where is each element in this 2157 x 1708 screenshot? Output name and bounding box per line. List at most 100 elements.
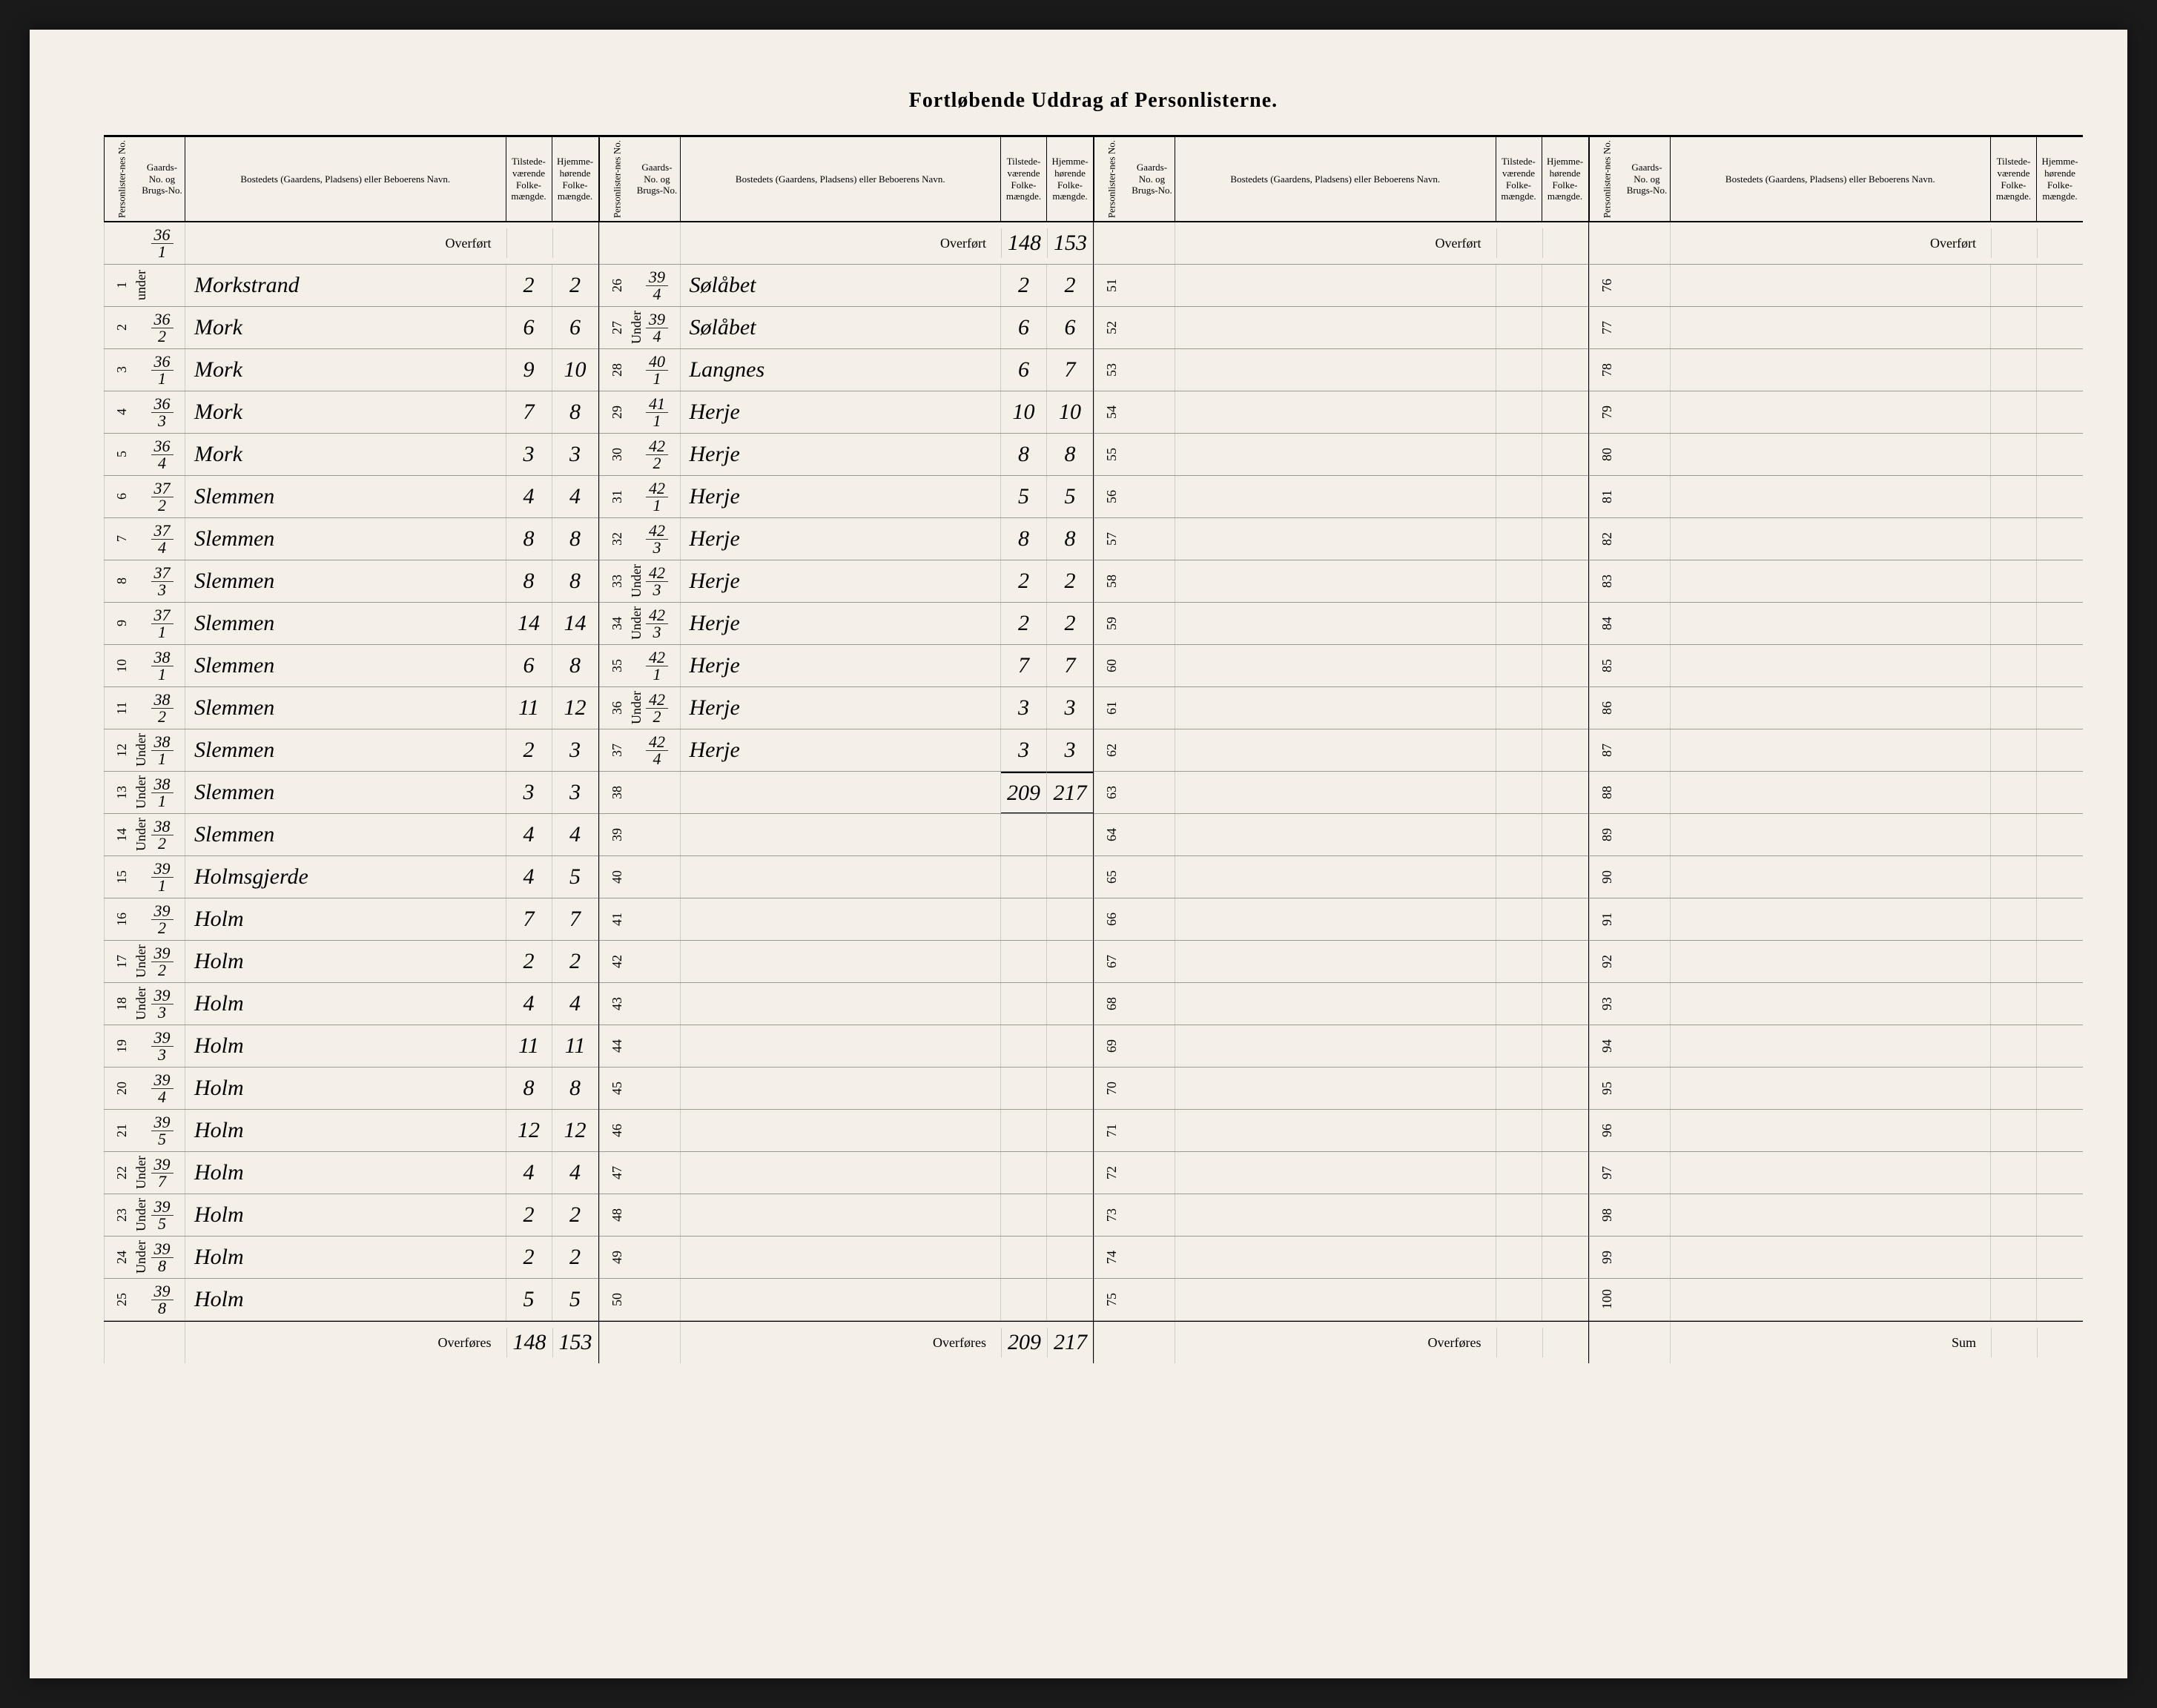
- table-row: 29 411 Herje 10 10: [599, 391, 1094, 434]
- tilstede-count: 3: [1001, 687, 1047, 729]
- tilstede-count: [1991, 856, 2037, 898]
- table-row: under1 Morkstrand 2 2: [104, 265, 598, 307]
- bosted-name: [1671, 265, 1992, 306]
- hjemme-count: [1047, 1237, 1093, 1278]
- table-row: 39: [599, 814, 1094, 856]
- gaards-no: 392: [139, 898, 185, 940]
- row-number: 62: [1094, 729, 1129, 771]
- tilstede-count: [1496, 898, 1542, 940]
- bosted-name: [681, 814, 1002, 855]
- row-number: 8: [104, 560, 139, 602]
- table-row: Under14 382 Slemmen 4 4: [104, 814, 598, 856]
- hdr-tilstede: Tilstede-værende Folke-mængde.: [506, 137, 552, 221]
- row-number: Under34: [599, 603, 635, 644]
- row-number: Under14: [104, 814, 139, 855]
- hjemme-count: [2037, 1152, 2083, 1194]
- table-row: 95: [1589, 1068, 2084, 1110]
- hjemme-count: 3: [1047, 687, 1093, 729]
- hdr-tilstede: Tilstede-værende Folke-mængde.: [1496, 137, 1542, 221]
- bosted-name: Herje: [681, 391, 1002, 433]
- row-number: 48: [599, 1194, 635, 1236]
- section-3: Personlister-nes No. Gaards-No. og Brugs…: [1094, 137, 1589, 1363]
- bosted-name: [1175, 1152, 1496, 1194]
- overfores-row: Overføres: [1094, 1321, 1588, 1363]
- bosted-name: Herje: [681, 434, 1002, 475]
- gaards-no: [1129, 729, 1175, 771]
- table-row: 100: [1589, 1279, 2084, 1321]
- table-row: Under17 392 Holm 2 2: [104, 941, 598, 983]
- tilstede-count: 2: [506, 729, 552, 771]
- row-number: 40: [599, 856, 635, 898]
- row-number: 30: [599, 434, 635, 475]
- hdr-bosted: Bostedets (Gaardens, Pladsens) eller Beb…: [1175, 137, 1496, 221]
- row-number: 35: [599, 645, 635, 686]
- hdr-gaards: Gaards-No. og Brugs-No.: [139, 137, 185, 221]
- row-number: 15: [104, 856, 139, 898]
- hjemme-count: [1542, 1237, 1588, 1278]
- tilstede-count: 2: [1001, 560, 1047, 602]
- row-number: 9: [104, 603, 139, 644]
- tilstede-count: [1001, 1068, 1047, 1109]
- gaards-no: [1625, 1068, 1671, 1109]
- row-number: 84: [1589, 603, 1625, 644]
- hjemme-count: [1542, 265, 1588, 306]
- hjemme-count: [1047, 814, 1093, 855]
- tilstede-count: 2: [506, 1194, 552, 1236]
- hjemme-count: [2037, 603, 2083, 644]
- row-number: 43: [599, 983, 635, 1025]
- bosted-name: [1671, 1279, 1992, 1320]
- gaards-no: 411: [635, 391, 681, 433]
- table-row: 25 398 Holm 5 5: [104, 1279, 598, 1321]
- hjemme-count: [2037, 476, 2083, 517]
- tilstede-count: 3: [506, 772, 552, 813]
- table-row: 70: [1094, 1068, 1588, 1110]
- bosted-name: Holm: [185, 983, 506, 1025]
- overfort-h: 153: [1047, 228, 1093, 258]
- gaards-no: [1625, 603, 1671, 644]
- bosted-name: [1671, 645, 1992, 686]
- hjemme-count: 8: [552, 518, 598, 560]
- tilstede-count: [1496, 434, 1542, 475]
- overfort-h: [552, 228, 598, 258]
- bosted-name: [1671, 687, 1992, 729]
- tilstede-count: 6: [506, 307, 552, 348]
- hjemme-count: [2037, 265, 2083, 306]
- row-number: 91: [1589, 898, 1625, 940]
- hjemme-count: [1542, 983, 1588, 1025]
- header-row: Personlister-nes No. Gaards-No. og Brugs…: [104, 137, 598, 222]
- hjemme-count: 11: [552, 1025, 598, 1067]
- tilstede-count: [1991, 772, 2037, 813]
- hjemme-count: [2037, 645, 2083, 686]
- bosted-name: [681, 1279, 1002, 1320]
- hjemme-count: [1047, 1194, 1093, 1236]
- tilstede-count: [1496, 265, 1542, 306]
- tilstede-count: [1991, 1152, 2037, 1194]
- hjemme-count: 6: [552, 307, 598, 348]
- table-row: Under18 393 Holm 4 4: [104, 983, 598, 1025]
- hjemme-count: [1542, 941, 1588, 982]
- gaards-no: [1129, 687, 1175, 729]
- table-row: 45: [599, 1068, 1094, 1110]
- gaards-no: [1129, 645, 1175, 686]
- gaards-no: [1625, 772, 1671, 813]
- bosted-name: [1175, 265, 1496, 306]
- tilstede-count: 4: [506, 814, 552, 855]
- overfort-label: Overført: [1671, 236, 1992, 251]
- gaards-no: 362: [139, 307, 185, 348]
- hjemme-count: 8: [1047, 434, 1093, 475]
- table-row: 85: [1589, 645, 2084, 687]
- hjemme-count: [2037, 1237, 2083, 1278]
- row-number: 60: [1094, 645, 1129, 686]
- bosted-name: [1175, 560, 1496, 602]
- row-number: Under13: [104, 772, 139, 813]
- hjemme-count: [1542, 476, 1588, 517]
- gaards-no: [1129, 1279, 1175, 1320]
- bosted-name: [1671, 941, 1992, 982]
- tilstede-count: [1496, 603, 1542, 644]
- row-number: Under23: [104, 1194, 139, 1236]
- bosted-name: [1671, 349, 1992, 391]
- table-row: 3 361 Mork 9 10: [104, 349, 598, 391]
- table-row: 46: [599, 1110, 1094, 1152]
- overfort-t: [1496, 228, 1542, 258]
- tilstede-count: [1496, 941, 1542, 982]
